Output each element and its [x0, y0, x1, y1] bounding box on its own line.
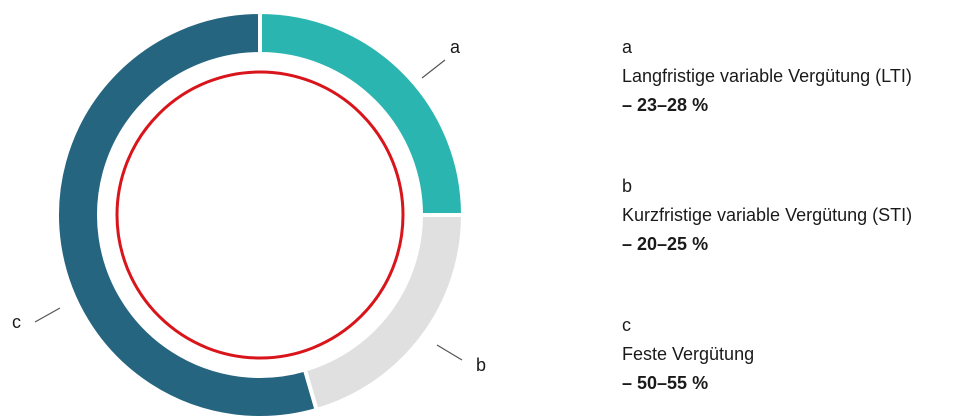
legend-range: – 20–25 % [622, 234, 708, 254]
legend-name: Kurzfristige variable Vergütung (STI) [622, 205, 912, 225]
segment-label: b [476, 355, 486, 375]
leader-line [421, 59, 446, 79]
leader-line [436, 344, 463, 361]
inner-ring [115, 70, 405, 360]
legend-range: – 50–55 % [622, 373, 708, 393]
donut-segment [258, 9, 466, 217]
segment-label: c [12, 312, 21, 332]
legend-key: a [622, 37, 633, 57]
legend-name: Feste Vergütung [622, 344, 754, 364]
donut-segment [55, 9, 320, 418]
legend-key: c [622, 315, 631, 335]
donut-segment [302, 213, 466, 413]
legend-name: Langfristige variable Vergütung (LTI) [622, 66, 912, 86]
legend-range: – 23–28 % [622, 95, 708, 115]
segment-label: a [450, 37, 461, 57]
legend-key: b [622, 176, 632, 196]
leader-line [34, 307, 61, 323]
